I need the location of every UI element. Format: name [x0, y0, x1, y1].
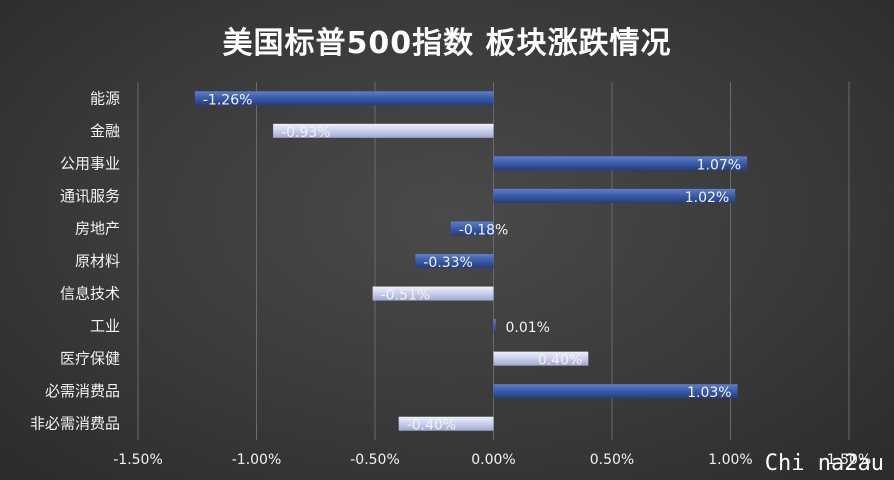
category-label: 房地产: [75, 219, 120, 237]
bar: [493, 188, 736, 203]
bar: [415, 254, 494, 268]
category-label: 公用事业: [60, 154, 120, 172]
category-label: 原材料: [75, 252, 120, 270]
category-label: 金融: [90, 122, 120, 140]
x-tick-label: 0.50%: [590, 452, 634, 468]
data-label: 1.02%: [685, 190, 729, 206]
watermark: Chi na2au: [764, 451, 884, 476]
bar: [273, 123, 494, 138]
bar: [194, 91, 494, 106]
data-label: -1.26%: [203, 92, 253, 108]
data-label: -0.18%: [459, 222, 509, 238]
data-label: -0.33%: [423, 255, 473, 271]
data-label: -0.93%: [281, 125, 331, 141]
bar: [493, 351, 589, 366]
bar: [398, 416, 494, 431]
x-tick-label: 1.50%: [827, 452, 871, 468]
category-label: 必需消费品: [45, 382, 120, 400]
x-tick-label: -1.50%: [113, 452, 163, 468]
data-label: 0.40%: [538, 353, 582, 369]
bar: [372, 286, 494, 301]
category-label: 信息技术: [60, 285, 120, 303]
category-label: 通讯服务: [60, 187, 120, 205]
bar: [493, 156, 748, 171]
x-tick-label: -1.00%: [232, 452, 282, 468]
data-label: 1.03%: [687, 385, 731, 401]
chart-title: 美国标普500指数 板块涨跌情况: [222, 26, 672, 61]
category-label: 工业: [90, 317, 120, 335]
category-label: 医疗保健: [60, 350, 120, 368]
data-label: 1.07%: [697, 157, 741, 173]
category-label: 非必需消费品: [30, 415, 120, 433]
bar: [493, 319, 496, 334]
bar: [493, 384, 738, 399]
bar: [450, 221, 494, 236]
data-label: -0.51%: [381, 288, 431, 304]
x-tick-label: 1.00%: [708, 452, 752, 468]
x-tick-label: -0.50%: [350, 452, 400, 468]
category-label: 能源: [90, 89, 120, 107]
x-tick-label: 0.00%: [471, 452, 515, 468]
data-label: 0.01%: [506, 320, 550, 336]
data-label: -0.40%: [407, 418, 457, 434]
